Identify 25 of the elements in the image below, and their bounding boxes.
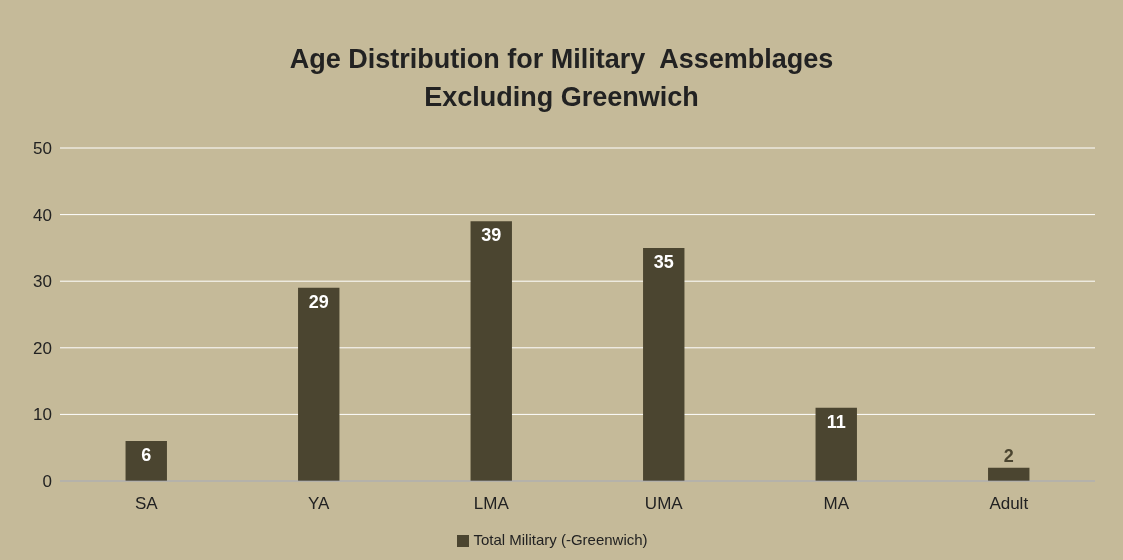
data-label: 39 xyxy=(481,225,502,246)
x-tick-label: Adult xyxy=(989,494,1029,514)
data-label: 2 xyxy=(1003,445,1014,466)
x-tick-label: LMA xyxy=(473,494,510,514)
y-tick-label: 0 xyxy=(42,472,52,492)
x-tick-label: MA xyxy=(823,494,850,514)
y-tick-label: 40 xyxy=(33,205,52,225)
y-tick-label: 20 xyxy=(33,338,52,358)
data-label: 29 xyxy=(308,291,329,312)
x-tick-label: YA xyxy=(308,494,331,514)
legend-label: Total Military (-Greenwich) xyxy=(473,531,648,548)
bar xyxy=(298,287,340,481)
bar xyxy=(815,407,857,481)
bar xyxy=(125,441,167,481)
y-tick-label: 30 xyxy=(33,272,52,292)
x-tick-label: UMA xyxy=(644,494,684,514)
y-tick-label: 50 xyxy=(33,139,52,159)
data-label: 11 xyxy=(826,411,846,432)
bar xyxy=(643,247,685,481)
data-label: 35 xyxy=(653,251,674,272)
y-tick-label: 10 xyxy=(33,405,52,425)
data-label: 6 xyxy=(141,445,152,466)
chart-title: Age Distribution for Military Assemblages Excluding Greenwich xyxy=(288,43,835,114)
bar xyxy=(470,221,512,481)
x-tick-label: SA xyxy=(134,494,159,514)
